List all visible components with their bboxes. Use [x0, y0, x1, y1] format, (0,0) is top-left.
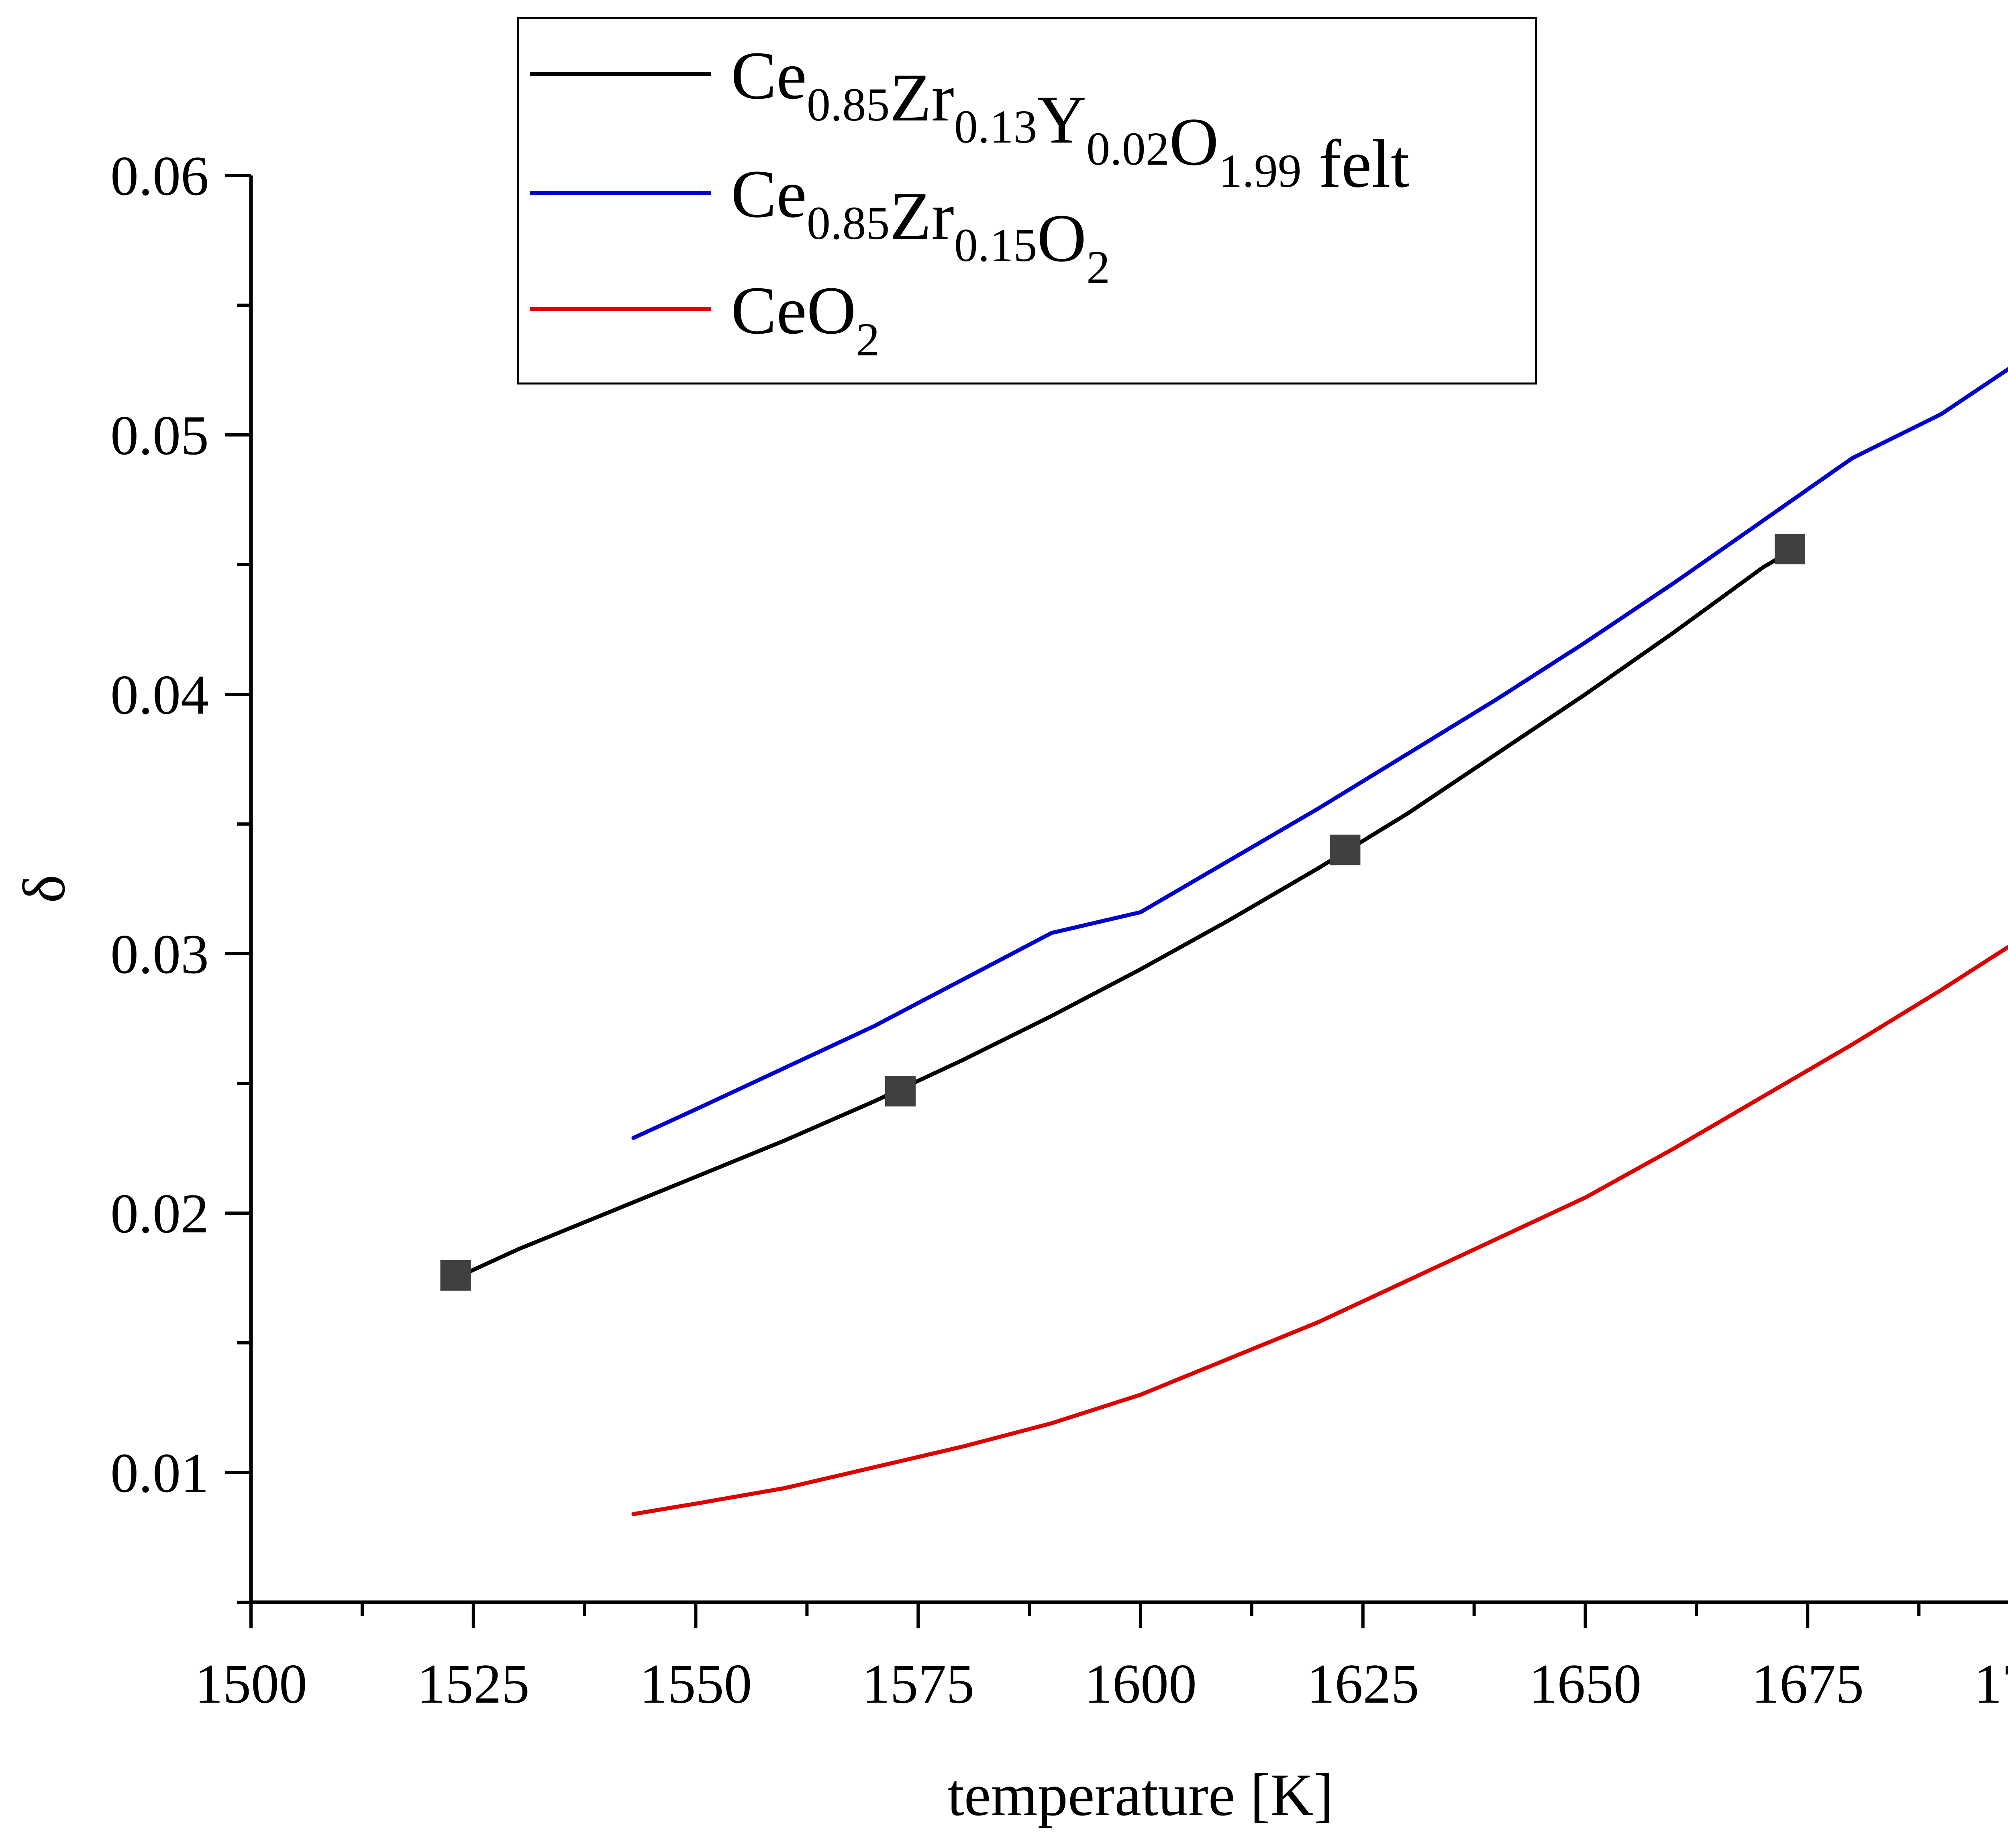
legend-box	[517, 17, 1537, 385]
series-line-1	[453, 549, 1792, 1280]
x-axis-title: temperature [K]	[947, 1762, 1334, 1828]
x-tick-label: 1600	[1084, 1653, 1197, 1715]
legend: Ce0.85Zr0.13Y0.02O1.99 feltCe0.85Zr0.15O…	[517, 17, 1537, 385]
y-tick-label: 0.02	[110, 1183, 209, 1245]
y-axis-title: δ	[11, 875, 78, 903]
x-tick-label: 1625	[1307, 1653, 1419, 1715]
x-tick-label: 1575	[862, 1653, 974, 1715]
data-point-marker	[440, 1260, 471, 1291]
series-line-3	[631, 944, 2008, 1516]
y-tick-label: 0.03	[110, 923, 209, 985]
axes: 1500 1525 1550 1575 1600 1625 1650 1675 1700 0.01…	[110, 145, 2008, 1715]
markers	[440, 534, 1805, 1291]
y-tick-label: 0.05	[110, 404, 209, 467]
x-tick-label: 1675	[1751, 1653, 1864, 1715]
legend-label: CeO2	[731, 273, 880, 366]
data-point-marker	[885, 1076, 916, 1107]
y-tick-label: 0.01	[110, 1442, 209, 1504]
x-tick-label: 1500	[195, 1653, 307, 1715]
legend-label: Ce0.85Zr0.15O2	[731, 156, 1110, 294]
data-point-marker	[1774, 534, 1805, 565]
y-tick-label: 0.06	[110, 145, 209, 207]
x-tick-label: 1550	[640, 1653, 752, 1715]
x-tick-label: 1700	[1974, 1653, 2008, 1715]
series-line-2	[631, 367, 2008, 1140]
x-tick-label: 1650	[1529, 1653, 1642, 1715]
legend-label: Ce0.85Zr0.13Y0.02O1.99 felt	[731, 38, 1410, 202]
x-tick-label: 1525	[417, 1653, 530, 1715]
y-tick-label: 0.04	[110, 664, 209, 726]
plot-area	[453, 367, 2008, 1516]
data-point-marker	[1330, 834, 1361, 865]
